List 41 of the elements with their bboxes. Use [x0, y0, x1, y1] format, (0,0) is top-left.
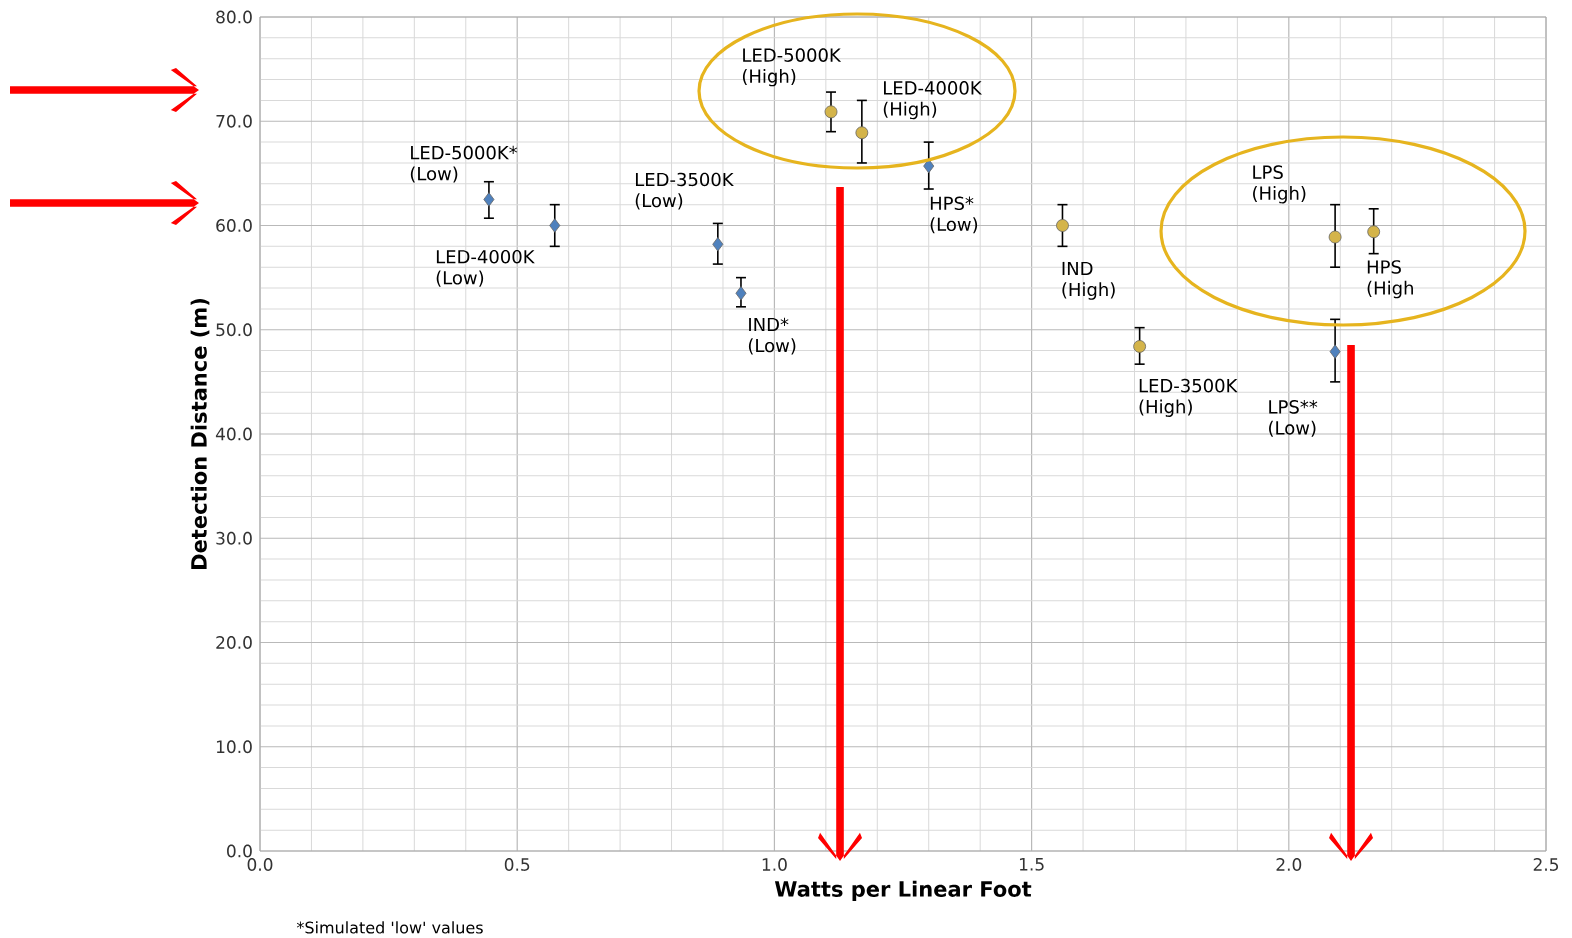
annotation: HPS (High: [1367, 260, 1413, 299]
y-tick-label: 0.0: [227, 844, 252, 858]
annotation: LED-5000K* (Low): [410, 145, 518, 183]
annotation: LPS (High): [1253, 165, 1306, 204]
y-tick-label: 50.0: [216, 323, 252, 337]
point: [1056, 219, 1069, 232]
x-tick-label: 0.0: [247, 858, 273, 871]
annotation: LED-4000K (High): [883, 81, 982, 120]
x-tick-label: 1.0: [762, 858, 787, 871]
text: *Simulated 'low' values: [296, 921, 483, 934]
annotation: LPS** (Low): [1269, 400, 1318, 437]
point: [1133, 340, 1147, 353]
y-tick-label: 20.0: [216, 636, 252, 649]
annotation: LED-3500K (High): [1139, 378, 1238, 417]
point: [855, 126, 869, 140]
annotation: LED-5000K (High): [742, 48, 842, 87]
annotation: IND (High): [1062, 261, 1115, 300]
x-tick-label: 1.5: [1019, 858, 1044, 871]
point: [735, 286, 747, 301]
annotation: LED-3500K (Low): [635, 172, 734, 210]
point: [712, 237, 724, 252]
y-tick-label: 60.0: [216, 219, 252, 232]
y-tick-label: 70.0: [216, 114, 252, 128]
point: [549, 218, 561, 233]
y-tick-label: 40.0: [215, 427, 252, 441]
x-axis-title: Watts per Linear Foot: [774, 880, 1032, 901]
y-tick-label: 80.0: [216, 10, 252, 24]
y-tick-label: 10.0: [216, 740, 252, 754]
annotation: HPS* (Low): [930, 196, 978, 234]
x-tick-label: 2.0: [1276, 858, 1302, 871]
annotation: LED-4000K (Low): [436, 249, 535, 287]
y-axis-title: Detection Distance (m): [190, 298, 210, 569]
point: [483, 192, 495, 207]
annotation: IND* (Low): [748, 317, 796, 355]
y-tick-label: 30.0: [216, 531, 252, 545]
point: [1328, 230, 1342, 244]
point: [1367, 225, 1381, 239]
x-tick-label: 2.5: [1533, 858, 1559, 871]
x-tick-label: 0.5: [504, 858, 530, 871]
point: [1329, 344, 1341, 359]
point: [824, 105, 838, 119]
